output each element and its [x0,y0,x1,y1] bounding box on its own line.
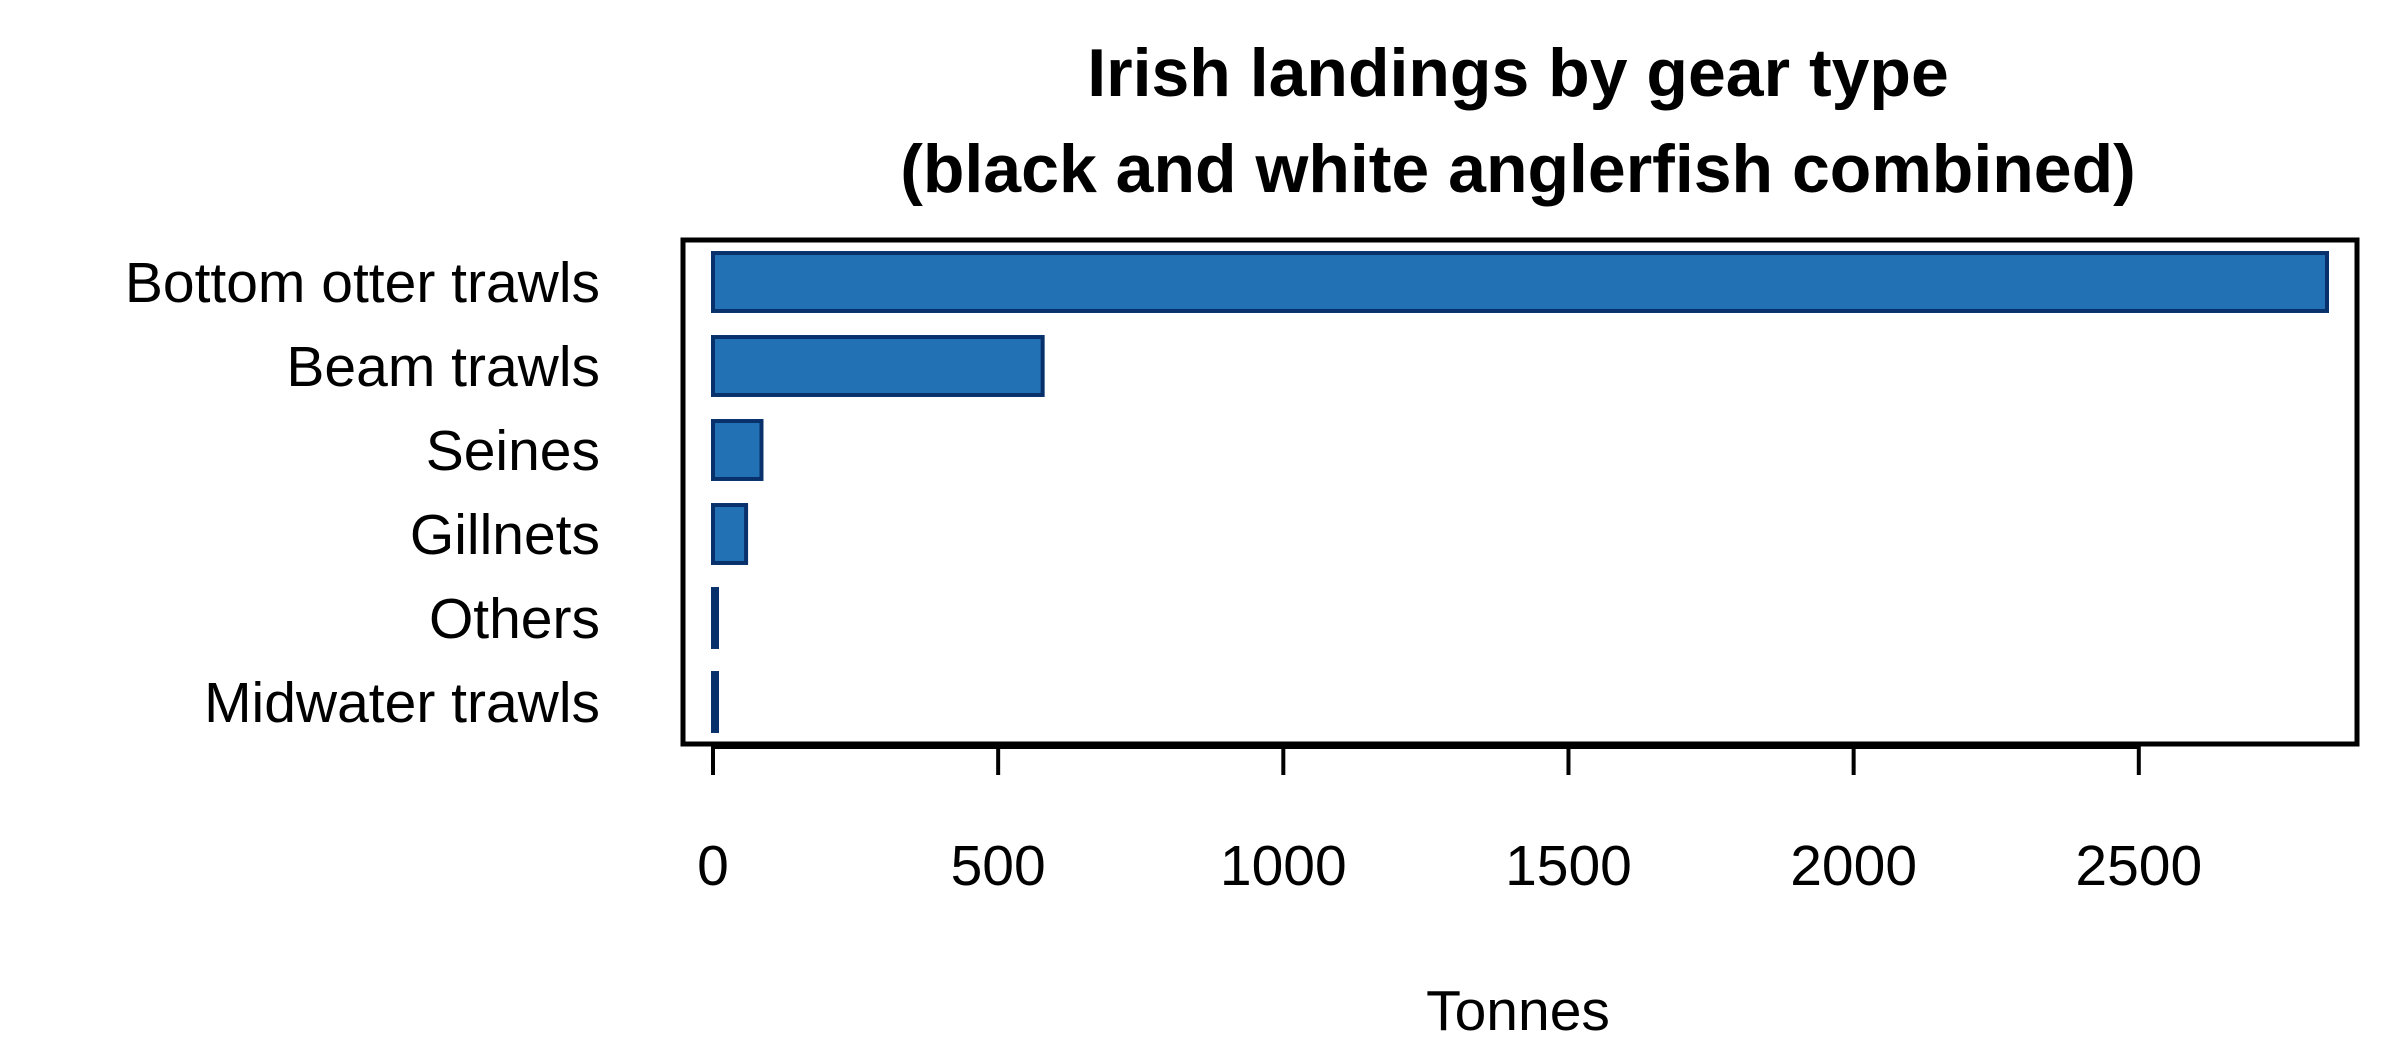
x-axis-ticks: 0 500 1000 1500 2000 2500 [697,745,2202,898]
x-axis-title: Tonnes [1426,979,1610,1043]
category-label: Bottom otter trawls [125,251,600,315]
bars-layer [711,251,2329,733]
x-tick-label: 2000 [1790,834,1917,898]
bar-beam-trawls [711,335,1045,397]
bar-gillnets [711,503,749,565]
x-tick-label: 2500 [2075,834,2202,898]
plot-frame [680,237,2360,747]
bar-seines [711,419,764,481]
bar-bottom-otter-trawls [711,251,2329,313]
chart-title-line1: Irish landings by gear type [1087,35,1949,111]
x-tick-label: 1500 [1505,834,1632,898]
category-label: Gillnets [410,503,600,567]
x-tick-label: 500 [951,834,1046,898]
bar-midwater-trawls [711,671,719,733]
category-labels: Bottom otter trawls Beam trawls Seines Gill… [125,251,600,735]
category-label: Midwater trawls [204,671,600,735]
category-label: Others [429,587,600,651]
chart-title-line2: (black and white anglerfish combined) [900,131,2136,207]
bar-others [711,587,719,649]
x-tick-label: 1000 [1220,834,1347,898]
category-label: Beam trawls [286,335,600,399]
x-tick-label: 0 [697,834,729,898]
category-label: Seines [426,419,600,483]
